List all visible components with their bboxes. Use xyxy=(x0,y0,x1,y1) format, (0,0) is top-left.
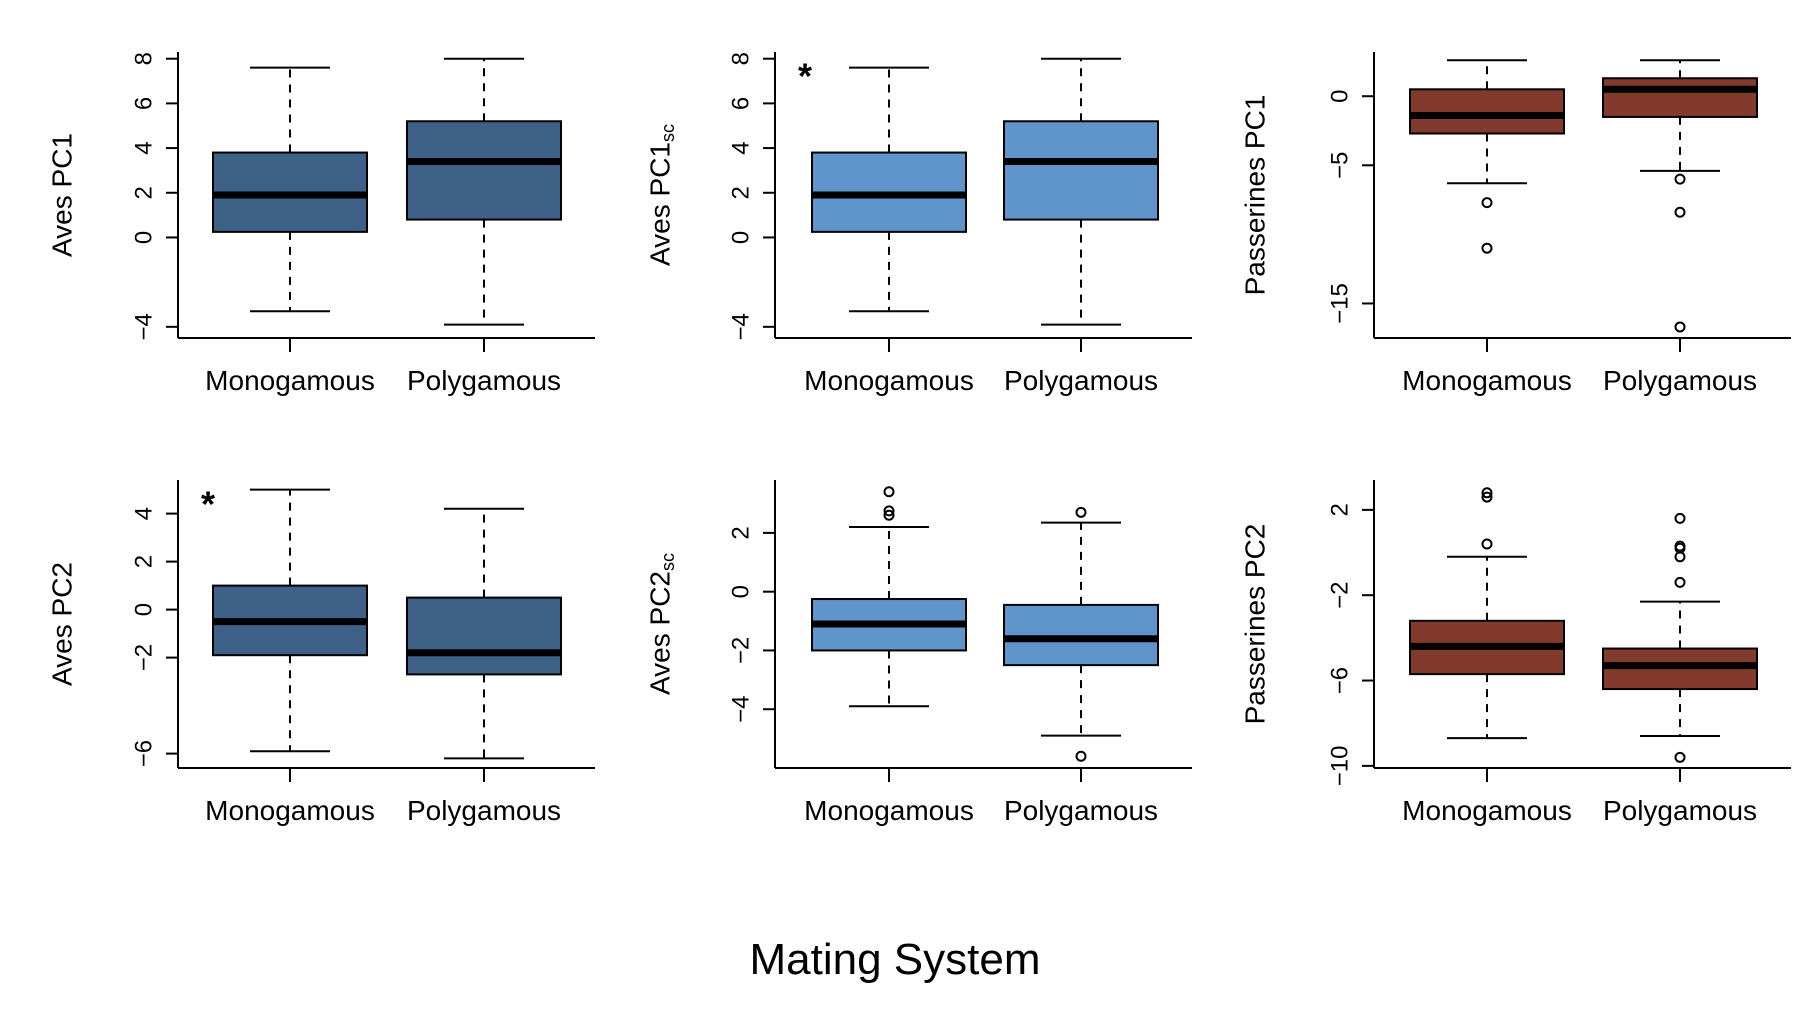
y-tick-label: 8 xyxy=(131,52,158,65)
y-tick-label: −10 xyxy=(1327,746,1354,787)
outlier-point xyxy=(1674,512,1686,524)
outlier-point xyxy=(1481,197,1493,209)
outlier-point xyxy=(1674,173,1686,185)
y-tick-label: 6 xyxy=(728,97,755,110)
y-tick-label: 0 xyxy=(1327,90,1354,103)
y-tick-label: 2 xyxy=(131,186,158,199)
x-tick-label: Polygamous xyxy=(407,795,561,826)
x-tick-label: Monogamous xyxy=(205,795,375,826)
y-axis-label: Passerines PC1 xyxy=(1240,95,1271,296)
y-axis-label: Aves PC2sc xyxy=(645,553,679,695)
x-tick-label: Polygamous xyxy=(407,365,561,396)
y-tick-label: 8 xyxy=(728,52,755,65)
x-tick-label: Polygamous xyxy=(1004,365,1158,396)
x-tick-label: Monogamous xyxy=(804,795,974,826)
outlier-point xyxy=(1674,540,1686,552)
y-tick-label: −4 xyxy=(728,696,755,723)
y-tick-label: −2 xyxy=(728,637,755,664)
x-tick-label: Polygamous xyxy=(1603,365,1757,396)
box xyxy=(1602,77,1758,118)
y-tick-label: 2 xyxy=(1327,503,1354,516)
x-tick-label: Monogamous xyxy=(1402,795,1572,826)
box xyxy=(406,596,562,676)
y-tick-label: 4 xyxy=(131,141,158,154)
outlier-point xyxy=(1674,576,1686,588)
y-tick-label: −15 xyxy=(1327,283,1354,324)
y-tick-label: −5 xyxy=(1327,152,1354,179)
box xyxy=(1409,88,1565,135)
y-tick-label: 0 xyxy=(728,231,755,244)
y-tick-label: −4 xyxy=(131,313,158,340)
outlier-point xyxy=(1075,506,1087,518)
box xyxy=(406,120,562,221)
outlier-point xyxy=(883,486,895,498)
panel-2: 8 6 4 2 0 −4 Aves PC1sc * Monogamous Polygamous xyxy=(645,52,1192,396)
y-tick-label: 2 xyxy=(728,526,755,539)
x-tick-label: Monogamous xyxy=(804,365,974,396)
y-axis-label-subscript: sc xyxy=(658,124,678,142)
outlier-point xyxy=(1075,750,1087,762)
panel-6: 2 −2 −6 −10 Passerines PC2 Monogamous Polygamo… xyxy=(1240,480,1791,826)
y-tick-label: 6 xyxy=(131,97,158,110)
outlier-point xyxy=(1674,206,1686,218)
outlier-point xyxy=(1481,491,1493,503)
x-tick-label: Polygamous xyxy=(1603,795,1757,826)
y-tick-label: −2 xyxy=(1327,582,1354,609)
y-axis-label: Aves PC1 xyxy=(47,133,78,257)
x-tick-label: Monogamous xyxy=(205,365,375,396)
y-axis-label: Aves PC2 xyxy=(47,562,78,686)
outlier-point xyxy=(883,505,895,517)
x-tick-label: Monogamous xyxy=(1402,365,1572,396)
outlier-point xyxy=(883,509,895,521)
outlier-point xyxy=(1481,242,1493,254)
box xyxy=(1003,120,1159,221)
y-tick-label: 2 xyxy=(131,555,158,568)
y-tick-label: 4 xyxy=(728,141,755,154)
y-tick-label: 0 xyxy=(131,603,158,616)
outlier-point xyxy=(1674,751,1686,763)
significance-marker: * xyxy=(201,484,215,525)
y-tick-label: 2 xyxy=(728,186,755,199)
y-tick-label: 0 xyxy=(131,231,158,244)
significance-marker: * xyxy=(798,56,812,97)
figure-x-axis-label: Mating System xyxy=(749,935,1041,984)
y-axis-label: Aves PC1sc xyxy=(645,124,679,266)
panel-5: 2 0 −2 −4 Aves PC2sc Monogamous Polygamous xyxy=(645,480,1192,826)
panel-3: 0 −5 −15 Passerines PC1 Monogamous Polygamous xyxy=(1240,52,1791,396)
y-tick-label: 4 xyxy=(131,507,158,520)
y-axis-label: Passerines PC2 xyxy=(1240,524,1271,725)
y-tick-label: 0 xyxy=(728,585,755,598)
x-tick-label: Polygamous xyxy=(1004,795,1158,826)
panel-1: 8 6 4 2 0 −4 Aves PC1 Monogamous Polygamous xyxy=(47,52,595,396)
y-tick-label: −6 xyxy=(131,740,158,767)
box xyxy=(1003,603,1159,667)
y-axis-label-subscript: sc xyxy=(658,553,678,571)
y-tick-label: −4 xyxy=(728,313,755,340)
outlier-point xyxy=(1481,487,1493,499)
outlier-point xyxy=(1481,538,1493,550)
outlier-point xyxy=(1674,321,1686,333)
panel-4: 4 2 0 −2 −6 Aves PC2 * Monogamous Polygamous xyxy=(47,480,595,826)
y-tick-label: −2 xyxy=(131,644,158,671)
y-tick-label: −6 xyxy=(1327,667,1354,694)
